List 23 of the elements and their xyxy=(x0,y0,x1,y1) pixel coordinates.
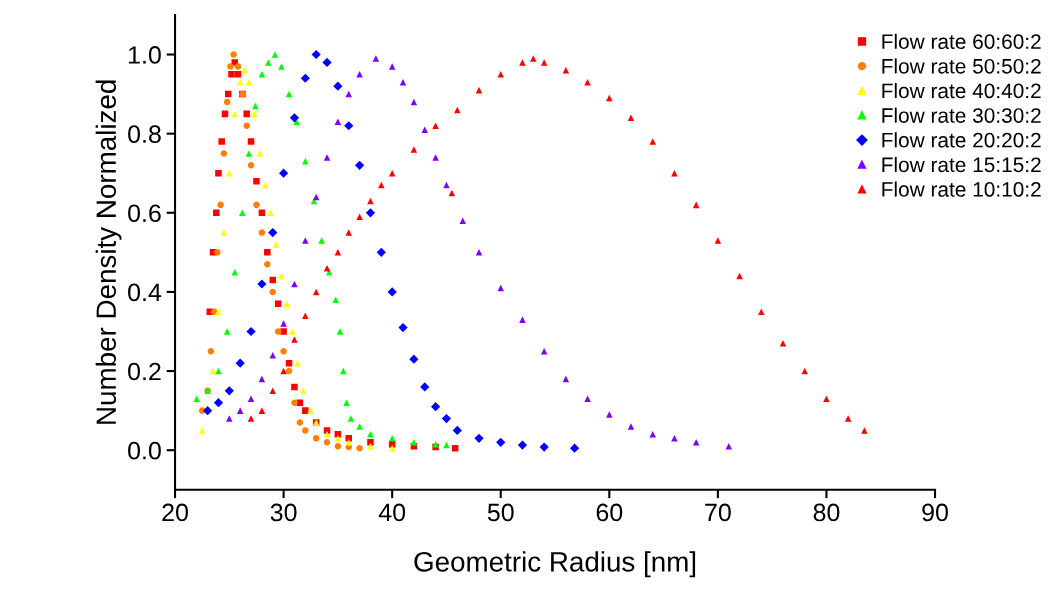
legend-label: Flow rate 30:30:2 xyxy=(882,107,1041,123)
y-tick-label: 1.0 xyxy=(129,46,161,64)
legend-label: Flow rate 50:50:2 xyxy=(882,58,1041,74)
x-tick-label: 90 xyxy=(922,503,948,522)
legend-label: Flow rate 15:15:2 xyxy=(882,156,1041,173)
y-tick-label: 0.4 xyxy=(128,283,162,302)
x-tick-label: 80 xyxy=(813,503,840,522)
y-tick-label: 0.2 xyxy=(128,362,161,381)
y-tick-label: 0.6 xyxy=(128,204,161,223)
legend-label: Flow rate 20:20:2 xyxy=(882,132,1041,148)
x-tick-label: 30 xyxy=(270,503,297,522)
x-tick-label: 60 xyxy=(596,503,623,522)
x-tick-label: 70 xyxy=(705,503,731,522)
x-tick-label: 40 xyxy=(378,503,406,522)
legend-label: Flow rate 60:60:2 xyxy=(882,33,1041,49)
x-tick-label: 20 xyxy=(162,503,188,522)
x-tick-label: 50 xyxy=(487,503,514,522)
x-axis-title: Geometric Radius [nm] xyxy=(414,551,696,578)
y-axis-title: Number Density Normalized xyxy=(95,80,122,424)
y-tick-label: 0.8 xyxy=(128,125,161,143)
y-tick-label: 0.0 xyxy=(128,441,161,460)
legend-label: Flow rate 10:10:2 xyxy=(882,181,1041,197)
legend-label: Flow rate 40:40:2 xyxy=(882,82,1041,99)
